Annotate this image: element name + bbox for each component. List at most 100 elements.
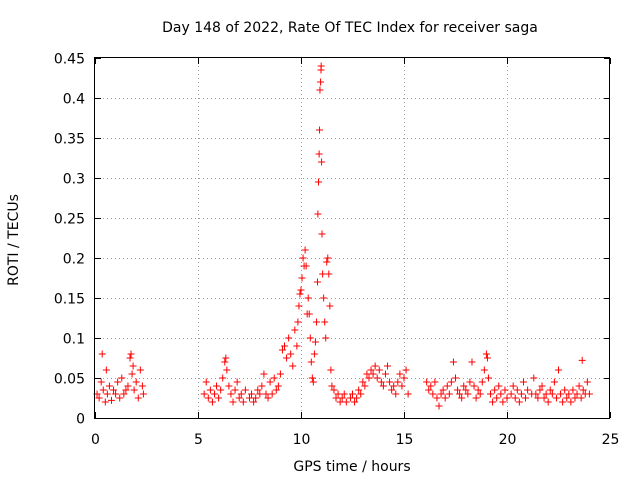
axes: 0 5 10 15 20 25 0 0.05 0.1 0.15 0.2 0.25 0.3 0.35 0.4 0… [54, 52, 620, 449]
data-point [229, 398, 237, 406]
data-point [294, 318, 302, 326]
data-point [567, 398, 575, 406]
data-point [538, 382, 546, 390]
data-point [206, 386, 214, 394]
data-point [217, 386, 225, 394]
data-point [320, 294, 328, 302]
data-point [138, 382, 146, 390]
data-point [445, 390, 453, 398]
data-point [519, 378, 527, 386]
data-point [472, 394, 480, 402]
y-tick-label: 0 [76, 412, 85, 428]
data-point [484, 374, 492, 382]
data-point [98, 350, 106, 358]
x-tick-label: 25 [602, 432, 620, 448]
data-point [118, 374, 126, 382]
data-point [312, 318, 320, 326]
data-point [272, 386, 280, 394]
data-point [427, 382, 435, 390]
data-point [534, 394, 542, 402]
data-point [548, 390, 556, 398]
data-point [563, 394, 571, 402]
data-point [456, 390, 464, 398]
data-point [487, 390, 495, 398]
data-point [231, 386, 239, 394]
data-point [301, 246, 309, 254]
data-point [297, 286, 305, 294]
data-point [296, 290, 304, 298]
x-tick-label: 0 [91, 432, 100, 448]
data-points [93, 62, 593, 410]
data-point [503, 394, 511, 402]
data-point [126, 354, 134, 362]
data-point [103, 390, 111, 398]
data-point [219, 374, 227, 382]
plot-frame [94, 57, 610, 419]
data-point [127, 350, 135, 358]
data-point [334, 390, 342, 398]
data-point [470, 382, 478, 390]
data-point [325, 270, 333, 278]
data-point [95, 394, 103, 402]
data-point [536, 386, 544, 394]
data-point [555, 366, 562, 374]
data-point [454, 386, 462, 394]
data-point [268, 390, 276, 398]
data-point [375, 366, 383, 374]
data-point [237, 390, 245, 398]
data-point [321, 318, 329, 326]
data-point [128, 370, 136, 378]
data-point [377, 378, 385, 386]
data-point [439, 386, 447, 394]
data-point [552, 394, 560, 402]
data-point [235, 394, 243, 402]
data-point [204, 394, 212, 402]
data-point [258, 382, 266, 390]
data-point [495, 382, 503, 390]
data-point [398, 382, 406, 390]
data-point [254, 386, 262, 394]
y-tick-label: 0.2 [63, 252, 85, 268]
x-tick-label: 10 [293, 432, 311, 448]
data-point [480, 366, 488, 374]
data-point [561, 386, 569, 394]
data-point [274, 382, 282, 390]
y-tick-label: 0.05 [54, 372, 85, 388]
data-point [114, 378, 122, 386]
data-point [381, 370, 389, 378]
data-point [491, 386, 499, 394]
data-point [136, 366, 144, 374]
data-point [107, 396, 115, 404]
data-point [250, 398, 258, 406]
data-point [559, 398, 567, 406]
data-point [134, 394, 142, 402]
data-point [373, 374, 381, 382]
data-point [546, 386, 554, 394]
data-point [241, 386, 249, 394]
data-point [200, 390, 208, 398]
data-point [246, 394, 253, 402]
data-point [225, 382, 233, 390]
data-point [585, 390, 593, 398]
x-axis-label: GPS time / hours [293, 459, 410, 475]
data-point [102, 366, 110, 374]
data-point [316, 126, 324, 134]
data-point [318, 230, 326, 238]
y-axis-label: ROTI / TECUs [6, 194, 22, 286]
data-point [278, 346, 286, 354]
chart-title: Day 148 of 2022, Rate Of TEC Index for r… [162, 20, 538, 36]
data-point [285, 334, 293, 342]
data-point [208, 398, 216, 406]
data-point [577, 394, 585, 402]
data-point [330, 386, 338, 394]
data-point [388, 386, 396, 394]
x-tick-label: 5 [194, 432, 203, 448]
data-point [390, 382, 398, 390]
data-point [402, 366, 410, 374]
data-point [97, 378, 105, 386]
data-point [394, 378, 402, 386]
data-point [110, 386, 118, 394]
data-point [313, 278, 321, 286]
data-point [499, 398, 507, 406]
